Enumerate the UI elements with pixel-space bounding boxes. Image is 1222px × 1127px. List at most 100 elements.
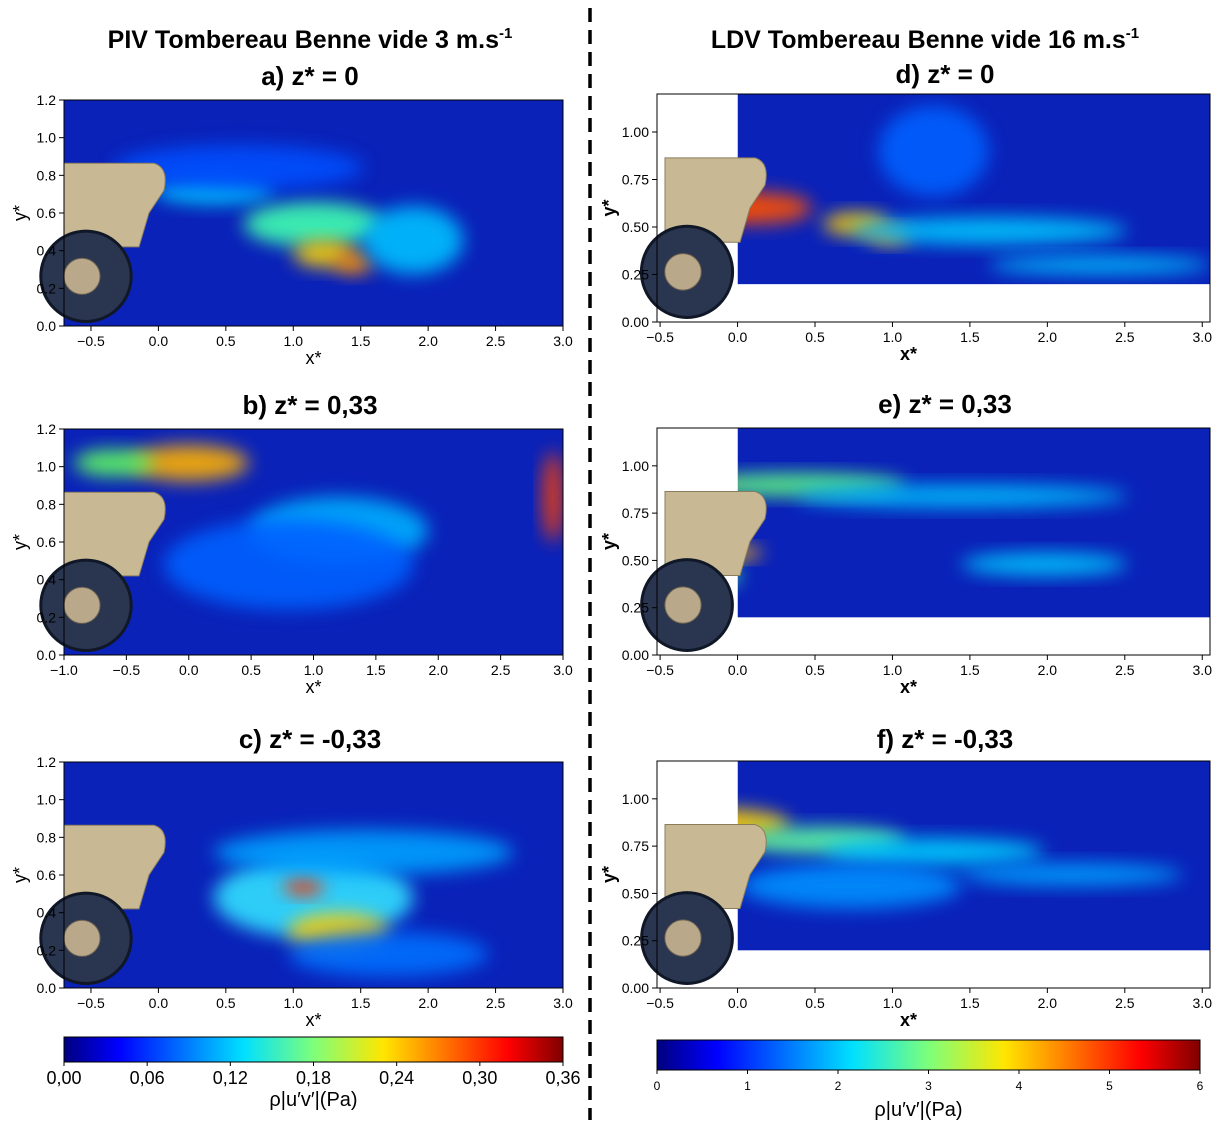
x-tick-label: 2.5 (1115, 995, 1135, 1011)
y-tick-label: 0.0 (37, 647, 57, 663)
y-tick-label: 0.00 (622, 314, 649, 330)
x-tick-label: 2.5 (491, 662, 511, 678)
x-tick-label: −1.0 (50, 662, 78, 678)
x-axis-label: x* (305, 1010, 321, 1030)
y-tick-label: 0.00 (622, 647, 649, 663)
x-tick-label: 2.5 (486, 995, 506, 1011)
x-tick-label: 1.0 (883, 329, 903, 345)
header-left: PIV Tombereau Benne vide 3 m.s-1 (108, 25, 513, 54)
x-tick-label: 0.5 (805, 995, 825, 1011)
colorbar-label: ρ|u′v′|(Pa) (874, 1099, 962, 1121)
x-tick-label: 2.5 (1115, 662, 1135, 678)
panel-title: b) z* = 0,33 (242, 390, 377, 420)
field-blob (288, 931, 489, 977)
x-tick-label: −0.5 (113, 662, 141, 678)
x-axis-label: x* (900, 1010, 917, 1030)
x-tick-label: −0.5 (646, 662, 674, 678)
y-tick-label: 1.00 (622, 124, 649, 140)
truck-hub (664, 586, 702, 624)
y-tick-label: 0.6 (37, 867, 57, 883)
field-blob (850, 217, 1128, 245)
y-tick-label: 0.0 (37, 980, 57, 996)
y-tick-label: 0.4 (37, 243, 57, 259)
x-tick-label: 0.0 (149, 333, 169, 349)
x-tick-label: 3.0 (553, 662, 573, 678)
panel-title: c) z* = -0,33 (239, 724, 381, 754)
y-tick-label: 0.4 (37, 905, 57, 921)
colorbar-tick-label: 0,06 (130, 1068, 165, 1088)
x-tick-label: 1.5 (960, 329, 980, 345)
no-data (657, 617, 1210, 655)
truck-hub (63, 919, 101, 957)
y-tick-label: 0.50 (622, 552, 649, 568)
x-tick-label: 3.0 (1193, 662, 1213, 678)
x-tick-label: 0.0 (179, 662, 199, 678)
field-blob (795, 484, 1128, 508)
colorbar-tick-label: 0,00 (46, 1068, 81, 1088)
colorbar-tick-label: 0,30 (462, 1068, 497, 1088)
y-axis-label: y* (10, 534, 30, 550)
x-tick-label: 1.5 (960, 995, 980, 1011)
no-data (657, 284, 1210, 322)
x-tick-label: 1.5 (351, 995, 371, 1011)
y-tick-label: 1.00 (622, 458, 649, 474)
x-tick-label: 0.5 (241, 662, 261, 678)
field-blob (163, 519, 414, 610)
colorbar-tick-label: 0 (654, 1079, 661, 1093)
x-tick-label: −0.5 (646, 995, 674, 1011)
y-tick-label: 1.2 (37, 754, 57, 770)
y-tick-label: 0.50 (622, 885, 649, 901)
x-axis-label: x* (305, 348, 321, 368)
x-tick-label: 2.0 (429, 662, 449, 678)
y-tick-label: 0.2 (37, 942, 57, 958)
y-tick-label: 0.8 (37, 829, 57, 845)
y-axis-label: y* (10, 205, 30, 221)
field-blob (213, 829, 514, 876)
x-tick-label: 3.0 (1193, 329, 1213, 345)
y-tick-label: 0.2 (37, 609, 57, 625)
x-axis-label: x* (900, 677, 917, 697)
x-axis-label: x* (305, 677, 321, 697)
y-tick-label: 0.6 (37, 205, 57, 221)
y-tick-label: 0.6 (37, 534, 57, 550)
truck-hub (664, 919, 702, 957)
x-tick-label: 0.0 (728, 995, 748, 1011)
truck-hub (63, 257, 101, 295)
y-tick-label: 0.25 (622, 933, 649, 949)
colorbar (63, 1036, 564, 1063)
colorbar-tick-label: 0,12 (213, 1068, 248, 1088)
x-tick-label: −0.5 (77, 995, 105, 1011)
panel-title: d) z* = 0 (896, 59, 995, 89)
truck-body (63, 824, 166, 910)
y-axis-label: y* (599, 199, 619, 216)
field-blob (822, 838, 1045, 866)
no-data (657, 950, 1210, 988)
field-blob (333, 251, 374, 275)
y-tick-label: 1.0 (37, 459, 57, 475)
field-blob (73, 449, 154, 477)
field-blob (113, 145, 364, 191)
y-axis-label: y* (599, 533, 619, 550)
colorbar (656, 1039, 1201, 1071)
x-tick-label: 0.0 (728, 662, 748, 678)
y-tick-label: 1.0 (37, 130, 57, 146)
truck-body (63, 162, 166, 248)
heatmap-field (64, 762, 563, 988)
y-tick-label: 0.4 (37, 572, 57, 588)
plot-frame (656, 427, 1211, 656)
x-tick-label: 2.5 (486, 333, 506, 349)
field-blob (988, 255, 1210, 275)
truck-body (664, 491, 767, 577)
plot-frame (656, 93, 1211, 323)
x-tick-label: 2.0 (1038, 662, 1058, 678)
x-tick-label: 3.0 (553, 995, 573, 1011)
y-tick-label: 0.2 (37, 280, 57, 296)
x-tick-label: 0.5 (805, 662, 825, 678)
y-tick-label: 1.2 (37, 421, 57, 437)
x-tick-label: 0.5 (216, 995, 236, 1011)
x-tick-label: 1.5 (351, 333, 371, 349)
y-tick-label: 0.75 (622, 838, 649, 854)
panel-title: f) z* = -0,33 (877, 724, 1014, 754)
colorbar-tick-label: 4 (1016, 1079, 1023, 1093)
